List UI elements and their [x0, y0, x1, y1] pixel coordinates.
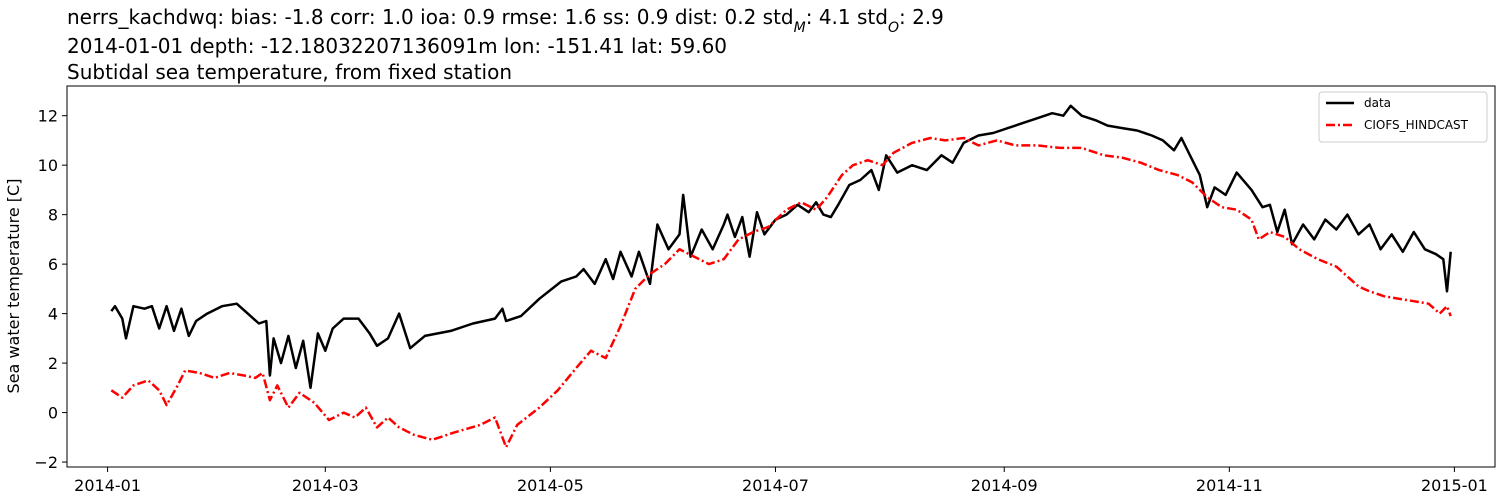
series-line-data [110, 104, 1452, 390]
legend-label-ciofs-hindcast: CIOFS_HINDCAST [1364, 118, 1469, 132]
y-axis: −2 0 2 4 6 8 10 12 [34, 107, 67, 472]
x-tick-label: 2014-03 [292, 476, 359, 495]
y-tick-label: 6 [48, 255, 58, 274]
chart-title-line-2: 2014-01-01 depth: -12.18032207136091m lo… [67, 34, 727, 58]
chart-title-line-3: Subtidal sea temperature, from fixed sta… [67, 60, 512, 84]
y-tick-label: −2 [34, 453, 58, 472]
std-o-subscript: O [888, 20, 899, 36]
std-o-value: : 2.9 [899, 5, 944, 29]
chart-title-line-1: nerrs_kachdwq: bias: -1.8 corr: 1.0 ioa:… [67, 5, 944, 36]
x-tick-label: 2014-05 [517, 476, 584, 495]
y-tick-label: 10 [38, 156, 58, 175]
x-tick-label: 2014-07 [742, 476, 809, 495]
legend: data CIOFS_HINDCAST [1318, 91, 1488, 143]
y-tick-label: 2 [48, 354, 58, 373]
title-line-1-prefix: nerrs_kachdwq: bias: -1.8 corr: 1.0 ioa:… [67, 5, 794, 29]
plot-frame [66, 85, 1496, 468]
series-line-ciofs-hindcast [110, 136, 1452, 449]
x-tick-label: 2014-09 [971, 476, 1038, 495]
y-tick-label: 4 [48, 305, 58, 324]
x-tick-label: 2015-01 [1421, 476, 1488, 495]
x-tick-label: 2014-11 [1196, 476, 1263, 495]
y-tick-label: 12 [38, 107, 58, 126]
legend-box [1318, 91, 1488, 143]
y-tick-label: 8 [48, 206, 58, 225]
legend-label-data: data [1364, 96, 1391, 110]
std-m-value: : 4.1 std [806, 5, 888, 29]
y-axis-label: Sea water temperature [C] [4, 179, 23, 394]
std-m-subscript: M [794, 20, 806, 36]
x-axis: 2014-01 2014-03 2014-05 2014-07 2014-09 2014-… [74, 467, 1488, 495]
y-tick-label: 0 [48, 404, 58, 423]
x-tick-label: 2014-01 [74, 476, 141, 495]
series-layer [110, 104, 1452, 449]
